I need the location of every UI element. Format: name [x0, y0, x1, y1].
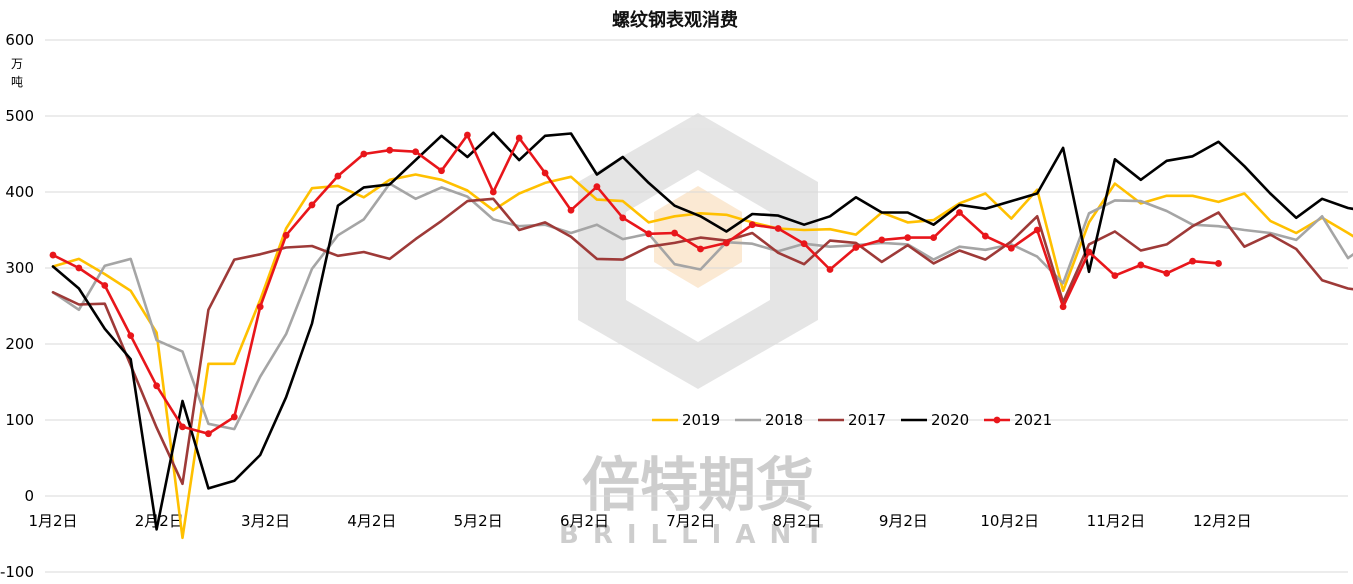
y-tick-label: 200: [5, 335, 34, 353]
data-point-2021: [49, 251, 57, 259]
y-tick-label: 600: [5, 31, 34, 49]
data-point-2021: [334, 172, 342, 180]
data-point-2021: [1033, 226, 1041, 234]
legend-item-2018: 2018: [735, 411, 803, 429]
series-2020: [51, 131, 1353, 531]
data-point-2021: [386, 146, 394, 154]
legend-label: 2018: [765, 411, 803, 429]
legend-item-2017: 2017: [818, 411, 886, 429]
data-point-2021: [982, 232, 989, 240]
y-tick-label: 500: [5, 107, 34, 125]
x-tick-label: 1月2日: [28, 512, 77, 530]
data-point-2021: [438, 167, 445, 175]
watermark-latin: BRILLIANT: [559, 520, 837, 550]
legend-label: 2019: [682, 411, 720, 429]
data-point-2021: [826, 266, 834, 273]
data-point-2021: [127, 332, 135, 340]
data-point-2021: [541, 169, 549, 177]
data-point-2021: [360, 150, 368, 158]
series-2019: [51, 173, 1353, 540]
y-tick-label: 100: [5, 411, 34, 429]
legend-label: 2017: [848, 411, 886, 429]
x-tick-label: 12月2日: [1193, 512, 1252, 530]
data-point-2021: [464, 131, 471, 139]
legend: 2019 2018 2017 2020 2021: [652, 411, 1052, 429]
series-lines: [49, 131, 1353, 540]
data-point-2021: [179, 423, 186, 431]
x-tick-label: 4月2日: [347, 512, 396, 530]
legend-label: 2020: [931, 411, 969, 429]
watermark-brand: 倍特期货: [582, 451, 814, 519]
data-point-2021: [75, 264, 83, 272]
data-point-2021: [774, 225, 782, 232]
x-tick-label: 3月2日: [241, 512, 290, 530]
data-point-2021: [515, 134, 523, 142]
series-line-2017: [51, 197, 1353, 486]
series-2017: [51, 197, 1353, 486]
legend-item-2020: 2020: [901, 411, 969, 429]
y-axis-label-char-2: 吨: [11, 75, 23, 89]
data-point-2021: [878, 236, 886, 244]
data-point-2021: [671, 229, 678, 237]
data-point-2021: [256, 303, 264, 311]
x-tick-label: 10月2日: [980, 512, 1039, 530]
data-point-2021: [1111, 272, 1119, 279]
series-line-2020: [51, 131, 1353, 531]
x-tick-label: 5月2日: [454, 512, 503, 530]
data-point-2021: [1007, 244, 1015, 252]
data-point-2021: [230, 413, 238, 421]
data-point-2021: [205, 430, 212, 438]
data-point-2021: [1059, 303, 1067, 311]
data-point-2021: [308, 201, 316, 209]
y-tick-label: 400: [5, 183, 34, 201]
x-axis-ticks: 1月2日 2月2日 3月2日 4月2日 5月2日 6月2日 7月2日 8月2日 9月2日 10月2…: [28, 512, 1251, 530]
data-point-2021: [282, 231, 290, 239]
y-axis-ticks: -100 0 100 200 300 400 500 600: [0, 31, 34, 581]
chart-title: 螺纹钢表观消费: [612, 9, 738, 31]
x-tick-label: 8月2日: [773, 512, 822, 530]
y-axis-label-char-1: 万: [11, 57, 23, 71]
data-point-2021: [852, 244, 860, 251]
data-point-2021: [956, 209, 963, 216]
data-point-2021: [697, 245, 704, 253]
y-tick-label: 0: [24, 487, 34, 505]
legend-item-2021: 2021: [984, 411, 1052, 429]
series-line-2021: [51, 133, 1220, 436]
data-point-2021: [723, 239, 730, 247]
y-tick-label: 300: [5, 259, 34, 277]
data-point-2021: [101, 282, 109, 289]
legend-marker: [993, 416, 1001, 424]
data-point-2021: [748, 221, 756, 229]
data-point-2021: [619, 214, 627, 222]
data-point-2021: [930, 234, 937, 242]
data-point-2021: [1085, 248, 1093, 256]
legend-label: 2021: [1014, 411, 1052, 429]
data-point-2021: [800, 240, 808, 248]
data-point-2021: [645, 230, 653, 238]
x-tick-label: 11月2日: [1087, 512, 1146, 530]
data-point-2021: [412, 148, 419, 156]
data-point-2021: [489, 188, 497, 196]
data-point-2021: [153, 382, 161, 390]
x-tick-label: 6月2日: [560, 512, 609, 530]
x-tick-label: 9月2日: [879, 512, 928, 530]
data-point-2021: [593, 183, 601, 191]
data-point-2021: [1137, 261, 1145, 269]
x-tick-label: 7月2日: [666, 512, 715, 530]
data-point-2021: [904, 234, 912, 242]
y-tick-label: -100: [0, 563, 34, 581]
watermark-logo: 倍特期货 BRILLIANT: [559, 113, 837, 550]
data-point-2021: [567, 206, 575, 214]
series-line-2019: [51, 173, 1353, 540]
series-2021: [49, 131, 1222, 438]
data-point-2021: [1163, 269, 1171, 277]
data-point-2021: [1215, 260, 1222, 267]
data-point-2021: [1189, 257, 1196, 265]
legend-item-2019: 2019: [652, 411, 720, 429]
